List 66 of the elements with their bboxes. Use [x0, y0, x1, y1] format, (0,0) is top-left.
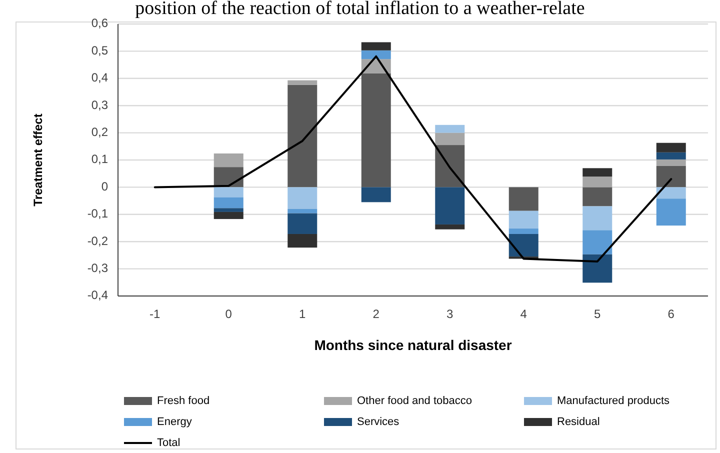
bar [288, 84, 318, 188]
y-tick-label: 0 [101, 179, 108, 194]
y-tick-label: 0,3 [91, 98, 108, 112]
bar [582, 176, 612, 188]
bar [435, 132, 465, 146]
x-tick-label: 5 [594, 307, 602, 321]
bar [214, 153, 244, 168]
bar [508, 210, 538, 229]
y-tick-label: 0,2 [91, 124, 108, 139]
x-tick-label: 2 [372, 307, 380, 321]
legend-label: Fresh food [157, 394, 210, 407]
x-tick-label: -1 [150, 307, 161, 321]
bar [656, 152, 686, 160]
legend-label: Energy [157, 416, 192, 428]
bar [435, 124, 465, 133]
bar [361, 187, 391, 202]
legend-label: Manufactured products [557, 394, 670, 407]
y-tick-label: -0,4 [87, 288, 108, 302]
bar [508, 187, 538, 211]
bar [361, 50, 391, 60]
bar [656, 187, 686, 199]
bar [288, 187, 318, 209]
bar [214, 197, 244, 208]
legend-label: Services [357, 416, 400, 428]
legend-label: Total [157, 436, 180, 449]
legend-label: Residual [557, 416, 600, 428]
bar [582, 187, 612, 206]
y-tick-label: -0,2 [87, 234, 108, 248]
bar [214, 212, 244, 220]
y-tick-label: -0,3 [87, 260, 108, 275]
x-tick-label: 6 [668, 307, 675, 321]
x-axis-title: Months since natural disaster [314, 337, 512, 353]
bar [508, 234, 538, 257]
x-tick-label: 3 [446, 307, 454, 321]
chart-title: position of the reaction of total inflation to a weather-relate [135, 0, 585, 19]
y-tick-label: 0,1 [91, 152, 108, 166]
y-tick-label: 0,4 [91, 70, 108, 85]
bar [435, 145, 465, 188]
y-tick-label: -0,1 [87, 206, 108, 221]
y-tick-label: 0,5 [91, 43, 108, 58]
bar [435, 187, 465, 224]
bar [656, 142, 686, 152]
bar [582, 254, 612, 283]
line-series [154, 55, 672, 262]
x-tick-label: 0 [225, 307, 232, 321]
bar [508, 228, 538, 234]
x-tick-label: 4 [520, 307, 528, 321]
bar [288, 234, 318, 248]
x-tick-label: 1 [299, 307, 306, 321]
bar [656, 166, 686, 188]
bar [214, 208, 244, 212]
y-tick-label: 0,6 [91, 16, 108, 30]
bar [288, 208, 318, 214]
y-axis-title: Treatment effect [31, 114, 45, 206]
bar [435, 224, 465, 230]
bar [582, 168, 612, 177]
bar [214, 187, 244, 198]
bar [288, 80, 318, 85]
bar [582, 230, 612, 254]
bar [361, 74, 391, 188]
bar [656, 198, 686, 226]
bar [656, 159, 686, 166]
bar [582, 206, 612, 230]
bar [288, 213, 318, 234]
bar [361, 42, 391, 50]
legend-label: Other food and tobacco [357, 394, 472, 407]
